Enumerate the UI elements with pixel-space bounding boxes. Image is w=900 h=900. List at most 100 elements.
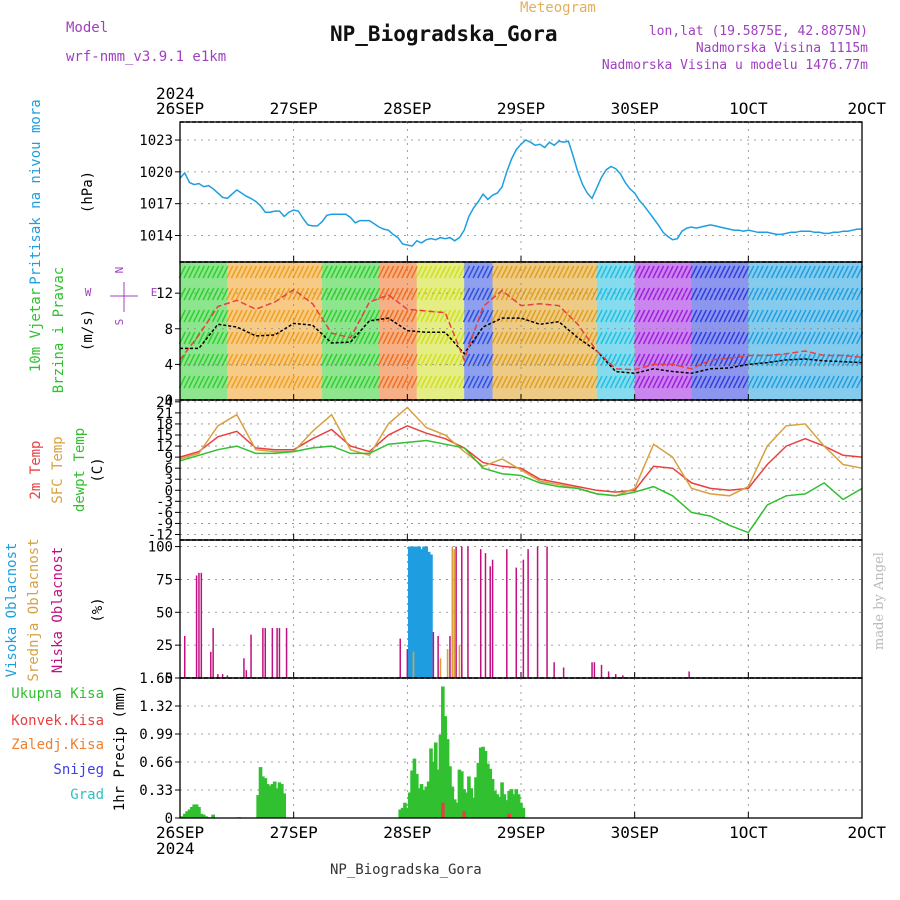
wind-barb	[415, 331, 423, 345]
wind-barb	[202, 287, 210, 301]
wind-barb	[448, 287, 456, 301]
wind-barb	[462, 331, 471, 345]
wind-barb	[216, 375, 224, 389]
wind-barb	[491, 353, 499, 367]
wind-barb	[851, 265, 859, 279]
wind-barb	[202, 375, 210, 389]
wind-barb	[562, 287, 570, 301]
wind-barb	[211, 331, 220, 345]
wind-barb	[301, 375, 310, 389]
wind-barb	[230, 331, 239, 345]
wind-barb	[642, 331, 651, 345]
bar-ukupna-kisa	[467, 776, 471, 818]
wind-barb	[680, 287, 689, 301]
wind-barb	[538, 265, 546, 279]
wind-barb	[311, 331, 319, 345]
wind-barb	[818, 331, 826, 345]
time-label-bottom: 29SEP	[497, 823, 545, 842]
wind-barb	[420, 265, 428, 279]
wind-barb	[387, 309, 395, 323]
time-label-bottom: 28SEP	[383, 823, 431, 842]
wind-barb	[590, 331, 599, 345]
time-label-top: 26SEP	[156, 99, 204, 118]
wind-barb	[263, 287, 272, 301]
y-tick-label: 0	[165, 483, 173, 499]
wind-barb	[424, 331, 433, 345]
wind-barb	[633, 331, 641, 345]
wind-barb	[600, 265, 608, 279]
wind-barb	[789, 331, 797, 345]
wind-barb	[799, 309, 807, 323]
wind-barb	[642, 309, 651, 323]
wind-barb	[249, 309, 258, 323]
wind-barb	[775, 265, 783, 279]
wind-barb	[505, 331, 513, 345]
wind-barb	[486, 309, 494, 323]
wind-barb	[221, 331, 229, 345]
bar-ukupna-kisa	[438, 734, 443, 818]
wind-barb	[642, 353, 651, 367]
wind-barb	[368, 331, 376, 345]
wind-barb	[330, 287, 338, 301]
wind-barb	[690, 287, 698, 301]
wind-barb	[429, 309, 438, 323]
wind-barb	[590, 353, 599, 367]
wind-barb	[623, 375, 632, 389]
bar-niska-oblacnost	[262, 628, 264, 678]
wind-barb	[467, 375, 475, 389]
wind-barb	[666, 331, 674, 345]
wind-barb	[278, 287, 286, 301]
wind-barb	[443, 353, 452, 367]
wind-barb	[808, 265, 816, 279]
wind-barb	[320, 375, 329, 389]
wind-barb	[557, 287, 565, 301]
wind-barb	[396, 331, 404, 345]
wind-barb	[420, 375, 428, 389]
wind-barb	[505, 375, 513, 389]
wind-barb	[732, 287, 741, 301]
wind-barb	[567, 309, 575, 323]
wind-barb	[576, 331, 584, 345]
made-by-label: made by Angel	[872, 552, 887, 650]
bar-ukupna-kisa	[197, 806, 201, 818]
wind-barb	[420, 353, 428, 367]
bar-ukupna-kisa	[272, 781, 277, 818]
wind-barb	[609, 375, 618, 389]
time-label-top: 29SEP	[497, 99, 545, 118]
wind-barb	[694, 265, 703, 279]
wind-barb	[837, 265, 845, 279]
wind-barb	[533, 331, 542, 345]
wind-barb	[638, 309, 646, 323]
wind-barb	[320, 265, 329, 279]
wind-barb	[837, 375, 845, 389]
wind-barb	[718, 265, 726, 279]
wind-barb	[519, 353, 528, 367]
wind-barb	[732, 309, 741, 323]
wind-barb	[524, 375, 532, 389]
wind-barb	[661, 309, 670, 323]
wind-barb	[633, 375, 641, 389]
wind-barb	[372, 375, 381, 389]
wind-barb	[609, 331, 618, 345]
wind-barb	[415, 287, 423, 301]
bar-ukupna-kisa	[415, 773, 419, 818]
time-label-bottom: 2OCT	[847, 823, 886, 842]
wind-barb	[443, 331, 452, 345]
wind-barb	[524, 331, 532, 345]
wind-barb	[595, 331, 603, 345]
wind-barb	[477, 331, 485, 345]
wind-barb	[841, 265, 850, 279]
wind-barb	[604, 287, 613, 301]
wind-barb	[770, 331, 779, 345]
wind-barb	[519, 331, 528, 345]
wind-barb	[192, 265, 201, 279]
wind-barb	[732, 265, 741, 279]
year-label-bottom: 2024	[156, 839, 195, 858]
wind-barb	[486, 331, 494, 345]
wind-barb	[443, 309, 452, 323]
wind-barb	[287, 375, 295, 389]
bar-niska-oblacnost	[461, 546, 463, 678]
precip-ylabel: 1hr Precip (mm)	[112, 685, 128, 811]
bar-niska-oblacnost	[183, 635, 186, 678]
wind-barb	[467, 353, 475, 367]
